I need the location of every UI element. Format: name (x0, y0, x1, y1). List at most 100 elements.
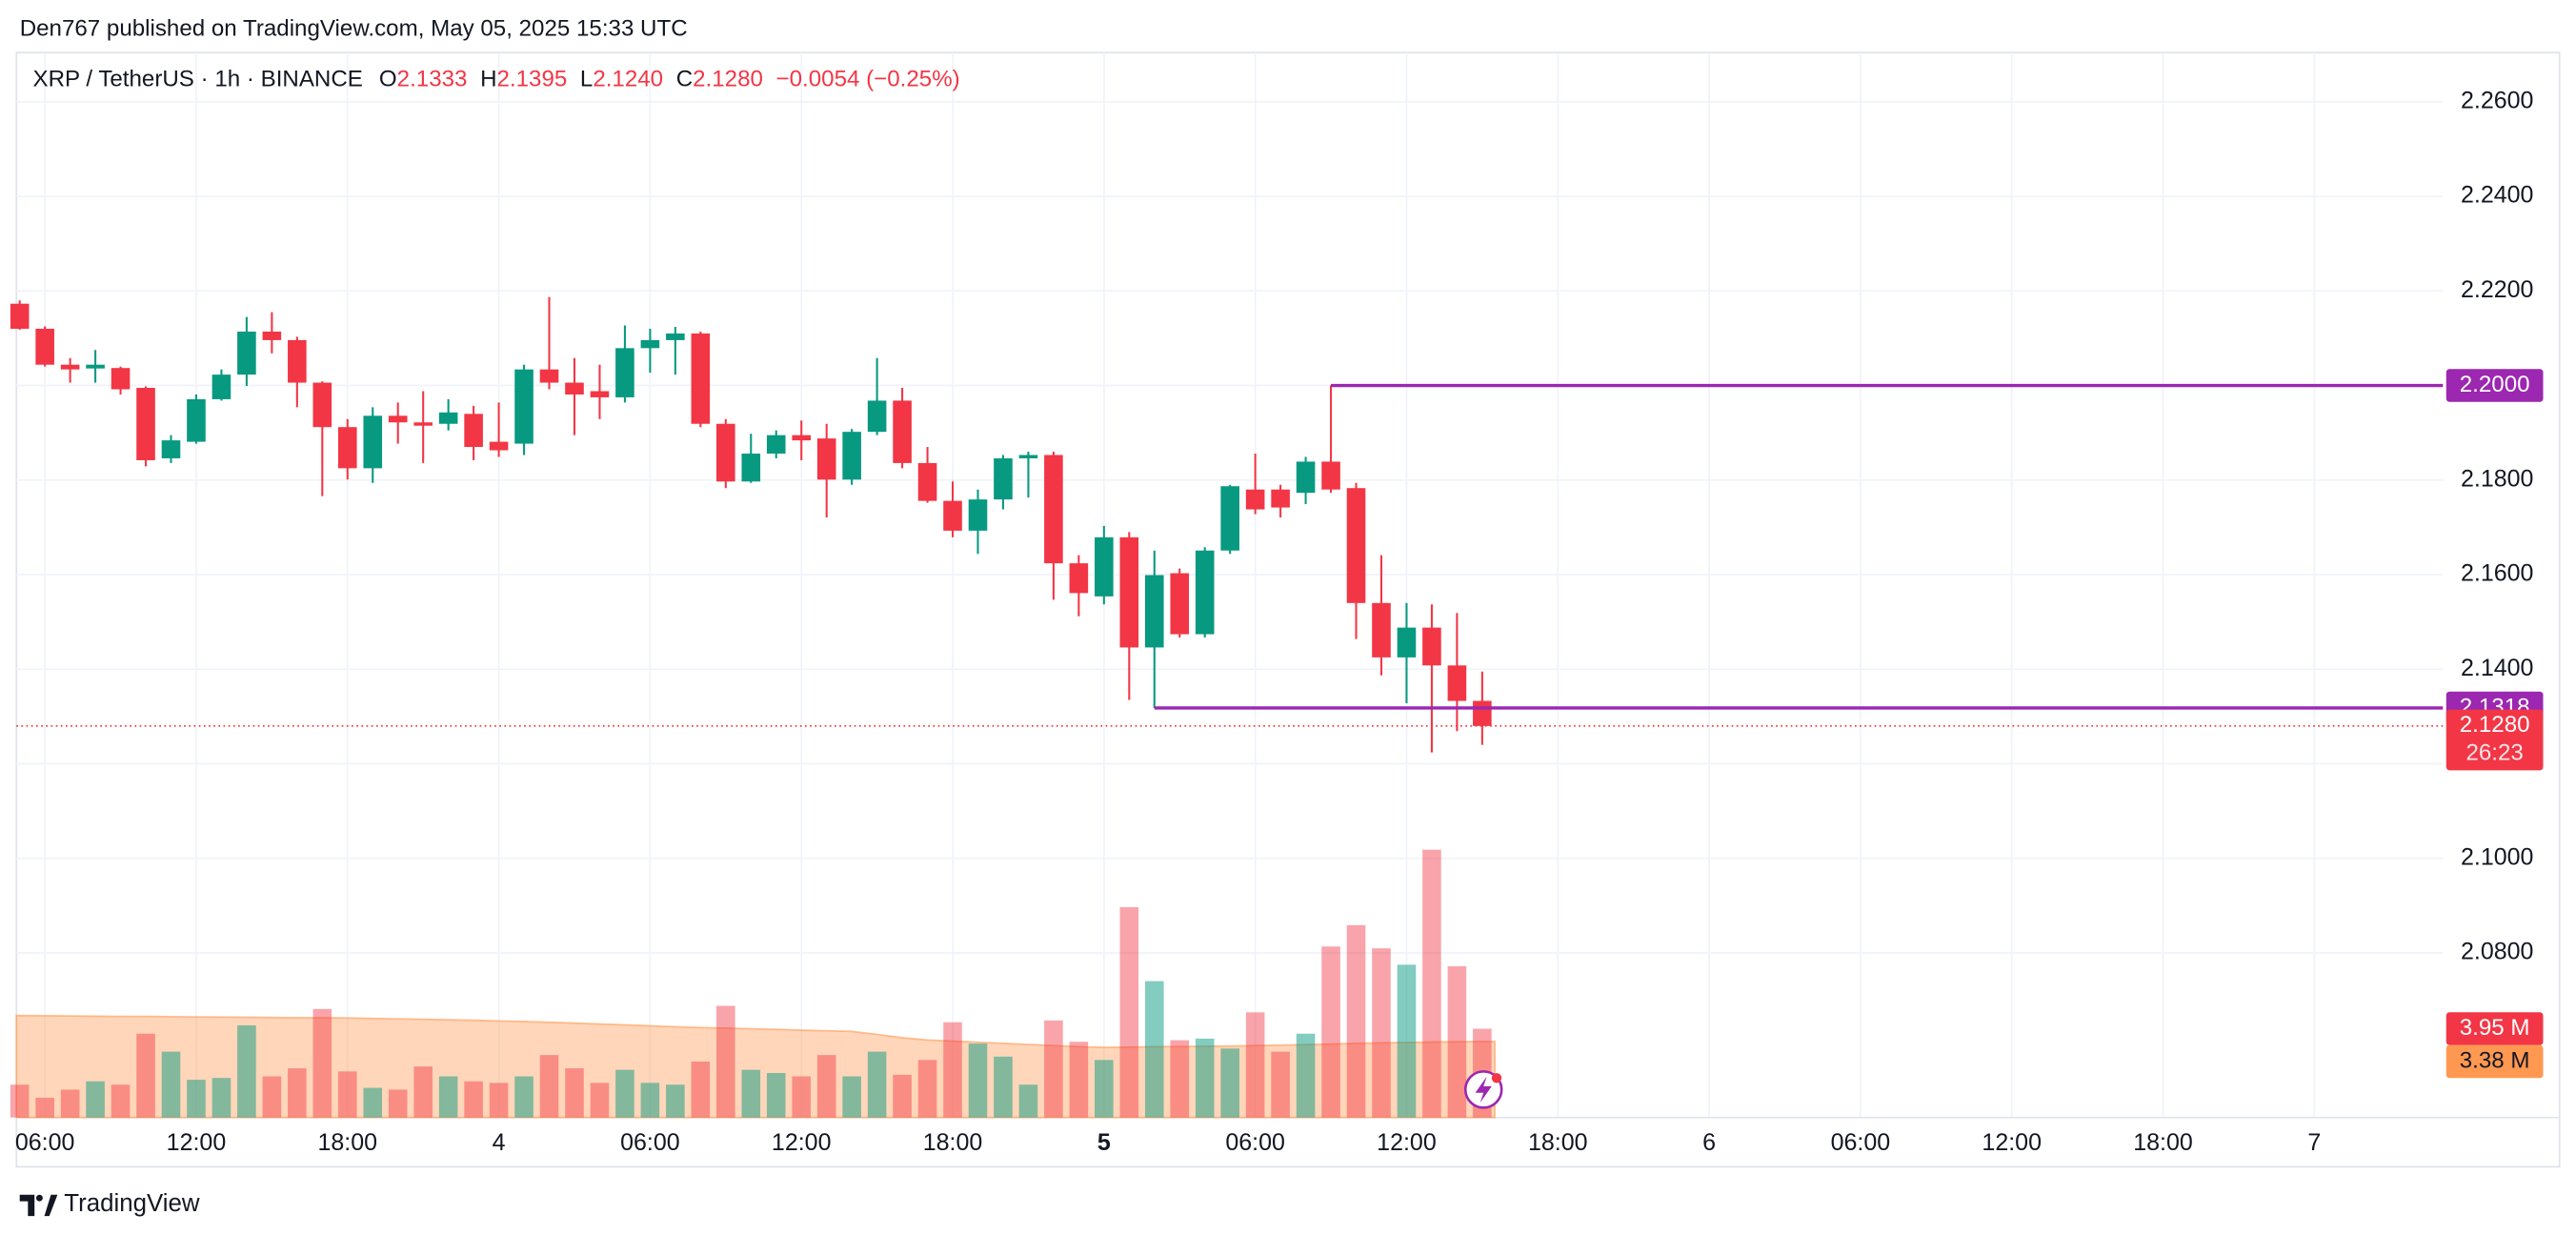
volume-bar (816, 1055, 836, 1118)
alert-icon[interactable] (1463, 1070, 1503, 1109)
open-label: O (379, 67, 397, 92)
volume-bar (60, 1089, 80, 1118)
candle-body (893, 400, 912, 463)
last-price-label: 2.1280 (2460, 712, 2530, 738)
candle-body (1069, 563, 1089, 594)
candle-body (565, 382, 584, 395)
candle-body (1170, 573, 1190, 635)
publish-header: Den767 published on TradingView.com, May… (20, 15, 688, 41)
low-label: L (580, 67, 593, 92)
volume-ma-label-box (2445, 1044, 2544, 1079)
candle-body (363, 415, 383, 469)
x-tick-label: 6 (1702, 1129, 1716, 1156)
candle-body (438, 412, 458, 424)
close-label: C (676, 67, 693, 92)
x-tick-label: 06:00 (15, 1129, 75, 1156)
candle-body (1397, 627, 1417, 658)
volume-pane (10, 849, 1496, 1119)
volume-bar (1245, 1012, 1265, 1118)
candle-body (237, 331, 256, 375)
volume-bar (792, 1076, 812, 1118)
volume-bar (489, 1083, 509, 1118)
volume-bar (262, 1076, 282, 1118)
candle-body (1095, 537, 1114, 597)
candle-body (1144, 575, 1164, 648)
candle-body (691, 333, 711, 424)
x-tick-label: 12:00 (772, 1129, 832, 1156)
candle-body (211, 375, 231, 399)
volume-bar (893, 1074, 912, 1118)
x-tick-label: 12:00 (1982, 1129, 2042, 1156)
candle-body (917, 462, 937, 501)
candle-body (1321, 461, 1340, 490)
volume-bar (388, 1089, 408, 1118)
x-tick-label: 5 (1097, 1129, 1111, 1156)
candle-body (60, 364, 80, 370)
volume-bar (1195, 1038, 1215, 1118)
candle-body (1119, 537, 1139, 648)
footer-logo[interactable]: TradingView (19, 1190, 200, 1217)
open-value: 2.1333 (397, 67, 468, 92)
volume-bar (1397, 964, 1417, 1118)
y-tick-label: 2.0800 (2461, 939, 2533, 965)
candle-body (943, 500, 962, 531)
volume-bar (438, 1076, 458, 1118)
candle-body (842, 432, 861, 480)
volume-bar (111, 1084, 131, 1118)
candle-body (1447, 665, 1467, 701)
volume-bar (1372, 948, 1391, 1118)
volume-bar (539, 1055, 559, 1118)
candles (10, 296, 1492, 753)
y-tick-label: 2.2600 (2461, 87, 2533, 113)
chart-frame (15, 51, 2561, 1168)
change: −0.0054 (−0.25%) (776, 67, 960, 92)
x-tick-label: 12:00 (167, 1129, 227, 1156)
candle-body (312, 382, 332, 428)
x-tick-label: 18:00 (2133, 1129, 2193, 1156)
candle-body (1018, 455, 1038, 458)
volume-bar (514, 1076, 533, 1118)
volume-ma-area (15, 1014, 1496, 1119)
volume-bar (161, 1051, 181, 1118)
volume-bar (1095, 1060, 1114, 1118)
volume-bar (968, 1043, 988, 1118)
volume-bar (1296, 1033, 1316, 1118)
volume-bar (86, 1081, 105, 1118)
volume-bar (363, 1087, 383, 1118)
candle-body (136, 388, 155, 460)
volume-bar (691, 1061, 711, 1118)
volume-bar (1119, 907, 1139, 1118)
candle-body (489, 441, 509, 451)
y-tick-label: 2.1600 (2461, 560, 2533, 587)
candle-body (1296, 461, 1316, 494)
close-value: 2.1280 (693, 67, 763, 92)
candle-body (1422, 627, 1441, 666)
candle-body (1195, 550, 1215, 635)
volume-bar (842, 1076, 861, 1118)
volume-ma-label: 3.38 M (2460, 1047, 2530, 1073)
volume-bar (413, 1066, 433, 1118)
candle-body (666, 333, 685, 340)
candle-body (514, 369, 533, 444)
volume-bar (1170, 1040, 1190, 1118)
x-tick-label: 18:00 (317, 1129, 377, 1156)
volume-bar (288, 1068, 307, 1118)
candle-body (1473, 700, 1492, 726)
candle-body (464, 414, 483, 448)
volume-bar (867, 1051, 887, 1118)
volume-bar (1422, 849, 1441, 1118)
grid: 2.08002.10002.12002.14002.16002.18002.20… (15, 52, 2560, 1156)
high-value: 2.1395 (497, 67, 568, 92)
candle-body (590, 391, 610, 397)
volume-bar (615, 1069, 634, 1118)
volume-bar (312, 1008, 332, 1118)
volume-bar (565, 1068, 584, 1118)
x-tick-label: 06:00 (1225, 1129, 1285, 1156)
volume-bar (1321, 946, 1340, 1118)
candle-body (1220, 486, 1239, 551)
x-tick-label: 12:00 (1377, 1129, 1437, 1156)
candle-body (539, 369, 559, 383)
x-tick-label: 06:00 (1831, 1129, 1891, 1156)
